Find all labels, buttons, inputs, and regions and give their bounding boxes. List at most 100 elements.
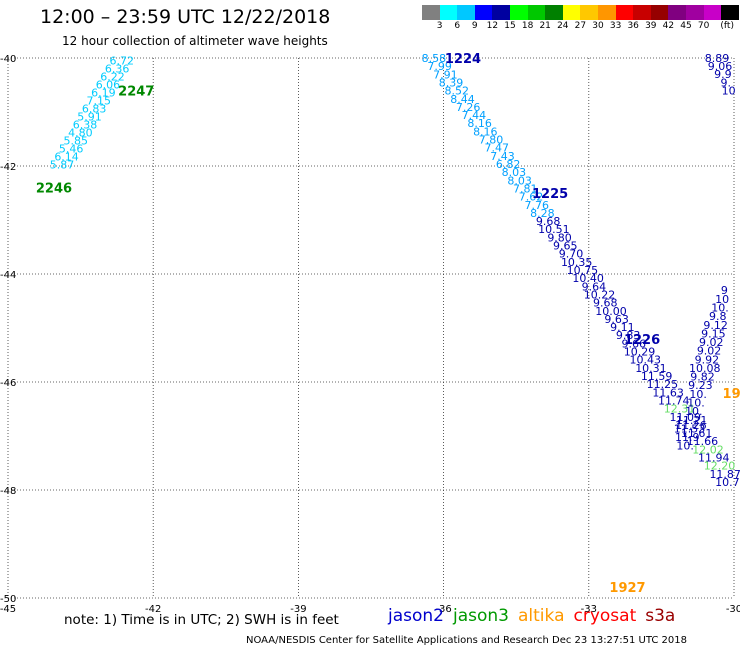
legend-entry-s3a: s3a [645, 606, 676, 626]
legend-entry-cryosat: cryosat [573, 606, 637, 626]
wave-height-label: 5.46 [59, 143, 84, 156]
wave-height-label: 10. [685, 405, 703, 418]
wave-height-label: 12.31 [664, 403, 696, 416]
wave-height-label: 6.83 [82, 103, 107, 116]
wave-height-label: 10.43 [629, 354, 661, 367]
wave-height-label: 5.85 [64, 135, 89, 148]
wave-height-label: 9.12 [703, 319, 728, 332]
wave-height-label: 9.64 [582, 280, 607, 293]
pass-time-label: 1224 [445, 52, 481, 67]
legend-entry-altika: altika [518, 606, 565, 626]
color-swatch [439, 5, 458, 20]
wave-height-label: 10. [689, 388, 707, 401]
color-scale-label: 45 [680, 21, 692, 31]
wave-height-label: 11.94 [698, 452, 730, 465]
wave-height-label: 9.8 [709, 310, 727, 323]
color-scale-label: 30 [592, 21, 604, 31]
wave-height-label: 10.51 [538, 223, 570, 236]
pass-time-label: 2247 [118, 84, 154, 99]
wave-height-label: 6.36 [105, 63, 130, 76]
color-scale-bar [422, 5, 739, 20]
legend-entry-jason2: jason2 [388, 606, 444, 626]
color-scale-label: 12 [486, 21, 499, 31]
wave-height-label: 10. [676, 440, 694, 453]
color-scale-label: 6 [454, 21, 461, 31]
wave-height-label: 6.38 [73, 119, 98, 132]
color-scale-label: (ft) [720, 21, 734, 31]
wave-height-label: 5.87 [50, 159, 75, 172]
color-swatch [668, 5, 686, 20]
wave-height-label: 7.26 [456, 101, 481, 114]
wave-height-label: 9.66 [622, 337, 647, 350]
wave-height-label: 10.40 [572, 272, 604, 285]
wave-height-label: 11.66 [687, 435, 719, 448]
latitude-tick-label: -50 [0, 594, 16, 605]
wave-height-label: 9. [721, 76, 732, 89]
color-swatch [685, 5, 704, 20]
wave-height-label: 9.92 [695, 353, 720, 366]
color-scale-label: 15 [504, 21, 516, 31]
wave-height-label: 8.03 [502, 166, 527, 179]
wave-height-label: 8.58 [422, 52, 447, 65]
wave-height-label: 9.02 [699, 336, 724, 349]
wave-height-label: 9.82 [690, 371, 715, 384]
color-swatch [650, 5, 669, 20]
color-scale-label: 21 [539, 21, 551, 31]
pass-time-label: 1225 [532, 187, 568, 202]
color-swatch [597, 5, 616, 20]
wave-height-label: 10 [715, 293, 729, 306]
legend-entry-jason3: jason3 [453, 606, 509, 626]
wave-height-label: 10.08 [689, 362, 721, 375]
latitude-tick-label: -46 [0, 378, 16, 389]
wave-height-label: 11.59 [641, 370, 673, 383]
wave-height-label: 8.44 [450, 93, 475, 106]
wave-height-label: 8.89 [705, 52, 730, 65]
wave-height-label: 11.63 [652, 386, 684, 399]
color-scale-label: 9 [471, 21, 478, 31]
wave-height-label: 9.02 [697, 345, 722, 358]
color-swatch [492, 5, 510, 20]
wave-height-label: 7.99 [427, 60, 452, 73]
wave-height-label: 11.74 [658, 394, 690, 407]
page-subtitle: 12 hour collection of altimeter wave hei… [62, 34, 328, 48]
wave-height-label: 10.75 [567, 264, 599, 277]
latitude-tick-label: -40 [0, 54, 16, 65]
color-swatch [457, 5, 475, 20]
latitude-tick-label: -48 [0, 486, 16, 497]
wave-height-label: 5.91 [77, 111, 102, 124]
wave-height-label: 10 [722, 84, 736, 97]
longitude-tick-label: -45 [0, 604, 16, 615]
wave-height-label: 7.44 [462, 109, 487, 122]
wave-height-label: 7.47 [484, 142, 509, 155]
time-labels: 2247 2246 1224 1225 1226 19 1927 [36, 52, 740, 596]
wave-height-label: 9.83 [616, 329, 641, 342]
wave-height-label: 12.20 [704, 460, 736, 473]
wave-height-label: 9.9 [714, 68, 732, 81]
color-scale-label: 3 [436, 21, 443, 31]
wave-height-label: 6.06 [96, 79, 121, 92]
page-title: 12:00 – 23:59 UTC 12/22/2018 [40, 6, 331, 28]
wave-height-label: 7.91 [433, 68, 458, 81]
color-swatch [422, 5, 440, 20]
latitude-tick-label: -42 [0, 162, 16, 173]
color-scale-labels: 3 6 9 12 15 18 21 24 27 30 33 36 39 42 45 70 (ft) [422, 21, 740, 33]
wave-height-label: 9.70 [559, 248, 584, 261]
wave-height-label: 9.68 [536, 215, 561, 228]
color-scale-label: 39 [645, 21, 657, 31]
credit-line: NOAA/NESDIS Center for Satellite Applica… [246, 635, 688, 646]
wave-height-label: 11.87 [709, 468, 740, 481]
wave-height-label: 7.80 [479, 134, 504, 147]
color-scale-label: 24 [557, 21, 569, 31]
wave-height-label: 11.26 [675, 419, 707, 432]
wave-height-label: 7.43 [490, 150, 515, 163]
color-scale-label: 18 [521, 21, 534, 31]
longitude-tick-label: -33 [581, 604, 597, 615]
map-tick-labels: -45 -42 -39 -36 -33 -30 -40 -42 -44 -46 -48 -50 [0, 54, 740, 615]
satellite-tracks: 6.726.366.226.066.197.156.835.916.384.80… [50, 52, 740, 489]
wave-height-label: 10. [711, 301, 729, 314]
wave-height-label: 10.35 [561, 256, 593, 269]
wave-height-label: 9.68 [593, 297, 618, 310]
color-swatch [615, 5, 634, 20]
wave-height-label: 9.65 [553, 240, 578, 253]
